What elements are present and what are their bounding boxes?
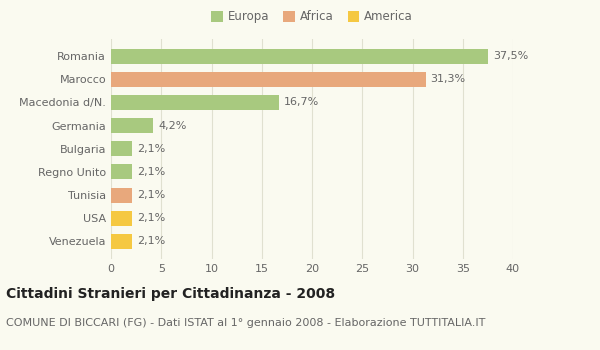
Text: 2,1%: 2,1% [137, 190, 166, 200]
Text: 31,3%: 31,3% [431, 74, 466, 84]
Bar [111, 164, 132, 180]
Bar [111, 188, 132, 203]
Bar [111, 211, 132, 226]
Bar [111, 141, 132, 156]
Text: Cittadini Stranieri per Cittadinanza - 2008: Cittadini Stranieri per Cittadinanza - 2… [6, 287, 335, 301]
Bar [111, 118, 153, 133]
Text: 2,1%: 2,1% [137, 167, 166, 177]
Bar [111, 49, 488, 64]
Legend: Europa, Africa, America: Europa, Africa, America [206, 6, 418, 28]
Text: 4,2%: 4,2% [158, 121, 187, 131]
Text: 16,7%: 16,7% [284, 97, 319, 107]
Text: 37,5%: 37,5% [493, 51, 528, 61]
Text: 2,1%: 2,1% [137, 213, 166, 223]
Bar [111, 234, 132, 249]
Text: COMUNE DI BICCARI (FG) - Dati ISTAT al 1° gennaio 2008 - Elaborazione TUTTITALIA: COMUNE DI BICCARI (FG) - Dati ISTAT al 1… [6, 318, 485, 329]
Text: 2,1%: 2,1% [137, 144, 166, 154]
Bar [111, 95, 279, 110]
Text: 2,1%: 2,1% [137, 237, 166, 246]
Bar [111, 72, 425, 87]
